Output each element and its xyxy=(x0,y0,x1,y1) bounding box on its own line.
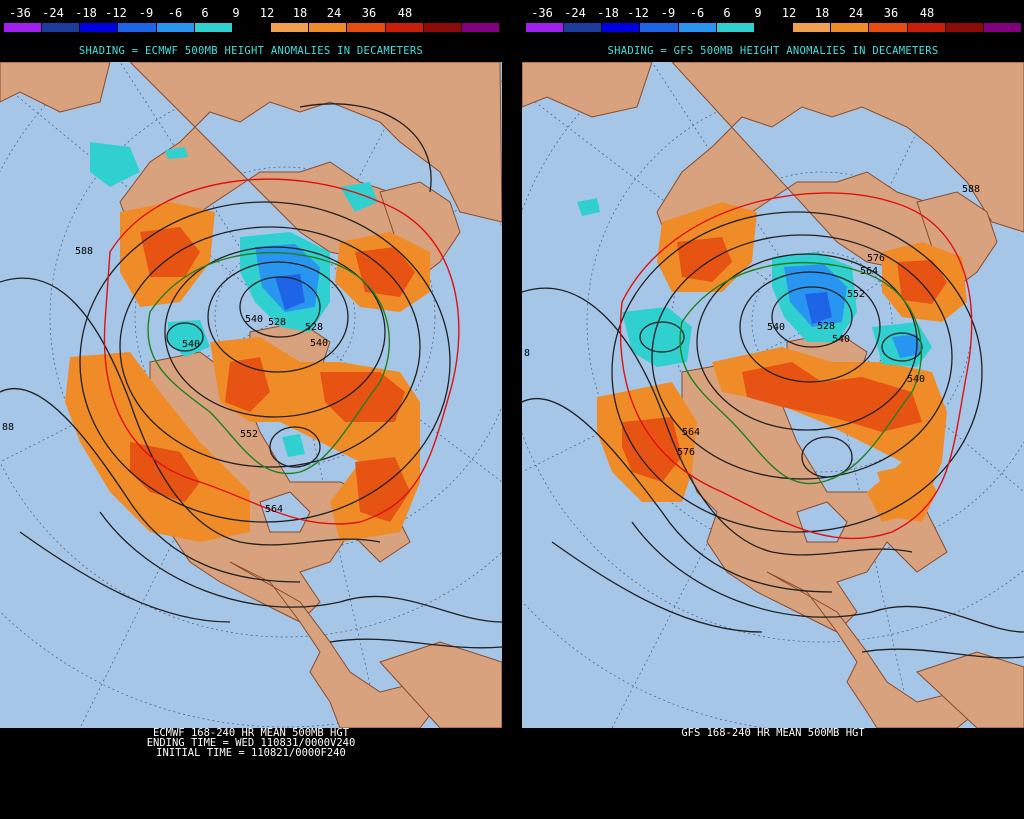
caption-line-1: ECMWF 168-240 HR MEAN 500MB HGT xyxy=(153,727,349,739)
colorbar-swatch xyxy=(385,23,424,32)
contour-label: 540 xyxy=(832,334,850,345)
colorbar xyxy=(4,23,501,32)
colorbar-label: -9 xyxy=(660,6,676,20)
colorbar-swatch xyxy=(232,23,272,32)
ecmwf-panel: -36 -24 -18 -12 -9 -6 6 9 12 18 24 36 48 SHADING = E… xyxy=(0,0,502,819)
colorbar-swatch xyxy=(602,23,641,32)
colorbar-swatch xyxy=(423,23,462,32)
colorbar-label: 18 xyxy=(814,6,830,20)
colorbar-swatch xyxy=(678,23,717,32)
contour-label: 576 xyxy=(867,253,885,264)
colorbar xyxy=(526,23,1023,32)
colorbar-label: -6 xyxy=(167,6,183,20)
panel-divider xyxy=(502,0,522,819)
colorbar-label: 18 xyxy=(292,6,308,20)
colorbar-label: 12 xyxy=(781,6,797,20)
colorbar-label: 6 xyxy=(201,6,209,20)
panel-caption: GFS 168-240 HR MEAN 500MB HGT xyxy=(522,727,1024,739)
colorbar-swatch xyxy=(526,23,565,32)
colorbar-label: -36 xyxy=(9,6,31,20)
colorbar-swatch xyxy=(983,23,1023,32)
colorbar-label: 12 xyxy=(259,6,275,20)
colorbar-label: 48 xyxy=(397,6,413,20)
contour-label: 552 xyxy=(847,289,865,300)
colorbar-label: -6 xyxy=(689,6,705,20)
contour-label: 528 xyxy=(817,321,835,332)
colorbar-label: 36 xyxy=(883,6,899,20)
colorbar-swatch xyxy=(869,23,908,32)
contour-label: 540 xyxy=(245,314,263,325)
colorbar-label: 9 xyxy=(232,6,240,20)
colorbar-swatch xyxy=(42,23,81,32)
colorbar-label: -18 xyxy=(597,6,619,20)
colorbar-labels: -36 -24 -18 -12 -9 -6 6 9 12 18 24 36 48 xyxy=(522,6,1024,20)
colorbar-swatch xyxy=(793,23,832,32)
contour-label: 564 xyxy=(265,504,283,515)
contour-label: 540 xyxy=(310,338,328,349)
caption-line-3: INITIAL TIME = 110821/0000F240 xyxy=(156,747,346,759)
colorbar-swatch xyxy=(271,23,310,32)
colorbar-label: 48 xyxy=(919,6,935,20)
colorbar-swatch xyxy=(907,23,946,32)
contour-label: 8 xyxy=(524,348,530,359)
panel-subtitle: SHADING = ECMWF 500MB HEIGHT ANOMALIES I… xyxy=(78,45,424,57)
colorbar-label: -24 xyxy=(42,6,64,20)
contour-label: 540 xyxy=(767,322,785,333)
colorbar-swatch xyxy=(118,23,157,32)
colorbar-label: 9 xyxy=(754,6,762,20)
caption-line-1: GFS 168-240 HR MEAN 500MB HGT xyxy=(681,727,865,739)
contour-label: 588 xyxy=(75,246,93,257)
colorbar-label: -12 xyxy=(105,6,127,20)
colorbar-label: -9 xyxy=(138,6,154,20)
contour-label: 528 xyxy=(305,322,323,333)
colorbar-label: 24 xyxy=(848,6,864,20)
panel-caption: ECMWF 168-240 HR MEAN 500MB HGT ENDING T… xyxy=(0,727,502,759)
colorbar-label: -12 xyxy=(627,6,649,20)
contour-label: 540 xyxy=(182,339,200,350)
colorbar-swatch xyxy=(640,23,679,32)
gfs-anomaly-map: 588 576 564 552 540 528 540 564 576 8 540 xyxy=(522,62,1024,728)
colorbar-swatch xyxy=(564,23,603,32)
gfs-panel: -36 -24 -18 -12 -9 -6 6 9 12 18 24 36 48 SHADING = G… xyxy=(522,0,1024,819)
contour-label: 528 xyxy=(268,317,286,328)
contour-label: 88 xyxy=(2,422,14,433)
colorbar-swatch xyxy=(716,23,755,32)
contour-label: 564 xyxy=(682,427,700,438)
colorbar-swatch xyxy=(945,23,984,32)
panel-subtitle: SHADING = GFS 500MB HEIGHT ANOMALIES IN … xyxy=(607,45,939,57)
contour-label: 540 xyxy=(907,374,925,385)
colorbar-labels: -36 -24 -18 -12 -9 -6 6 9 12 18 24 36 48 xyxy=(0,6,502,20)
contour-label: 564 xyxy=(860,266,878,277)
colorbar-swatch xyxy=(156,23,195,32)
colorbar-swatch xyxy=(461,23,501,32)
colorbar-label: -18 xyxy=(75,6,97,20)
colorbar-swatch xyxy=(347,23,386,32)
contour-label: 552 xyxy=(240,429,258,440)
contour-label: 576 xyxy=(677,447,695,458)
colorbar-swatch xyxy=(4,23,43,32)
colorbar-swatch xyxy=(831,23,870,32)
caption-line-2: ENDING TIME = WED 110831/0000V240 xyxy=(146,737,356,749)
colorbar-label: 6 xyxy=(723,6,731,20)
colorbar-label: -24 xyxy=(564,6,586,20)
colorbar-swatch xyxy=(80,23,119,32)
colorbar-label: -36 xyxy=(531,6,553,20)
ecmwf-anomaly-map: 588 540 528 528 540 540 552 564 88 xyxy=(0,62,502,728)
colorbar-label: 24 xyxy=(326,6,342,20)
colorbar-swatch xyxy=(194,23,233,32)
colorbar-swatch xyxy=(754,23,794,32)
colorbar-label: 36 xyxy=(361,6,377,20)
colorbar-swatch xyxy=(309,23,348,32)
contour-label: 588 xyxy=(962,184,980,195)
